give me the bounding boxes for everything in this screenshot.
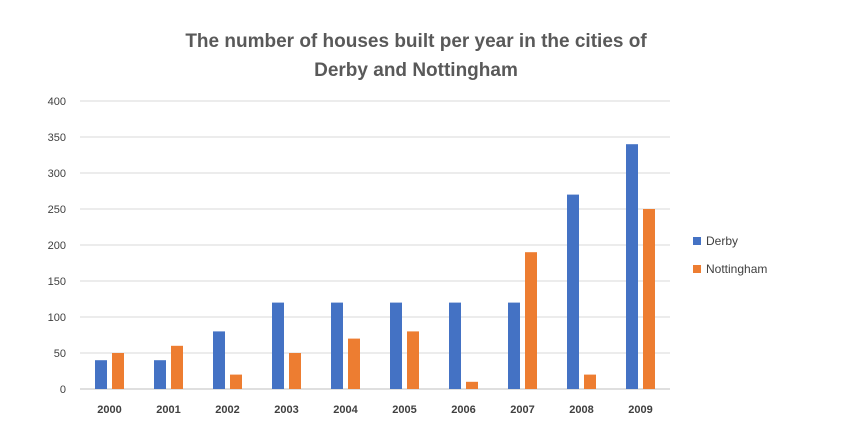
legend-label-nottingham: Nottingham <box>706 262 767 276</box>
bar-nottingham-2004 <box>348 338 360 389</box>
bar-nottingham-2006 <box>466 381 478 389</box>
bar-derby-2007 <box>508 302 520 389</box>
bar-derby-2005 <box>390 302 402 389</box>
bar-nottingham-2002 <box>230 374 242 389</box>
y-tick-label: 100 <box>48 312 66 324</box>
x-tick-label: 2008 <box>569 404 593 416</box>
x-axis-ticks: 2000 2001 2002 2003 2004 2005 2006 2007 2008 2009 <box>97 404 652 416</box>
legend-swatch-nottingham <box>693 265 701 273</box>
x-tick-label: 2001 <box>156 404 180 416</box>
bar-derby-2002 <box>213 331 225 389</box>
y-tick-label: 150 <box>48 276 66 288</box>
x-tick-label: 2007 <box>510 404 534 416</box>
bars <box>95 144 655 389</box>
x-tick-label: 2003 <box>274 404 298 416</box>
bar-derby-2004 <box>331 302 343 389</box>
y-tick-label: 400 <box>48 96 66 108</box>
x-tick-label: 2005 <box>392 404 416 416</box>
bar-derby-2006 <box>449 302 461 389</box>
y-tick-label: 350 <box>48 132 66 144</box>
y-tick-label: 200 <box>48 240 66 252</box>
bar-derby-2009 <box>626 144 638 389</box>
chart-title-line-1: The number of houses built per year in t… <box>185 31 647 52</box>
legend-label-derby: Derby <box>706 234 738 248</box>
bar-nottingham-2000 <box>112 353 124 389</box>
x-tick-label: 2006 <box>451 404 475 416</box>
y-tick-label: 300 <box>48 168 66 180</box>
y-tick-label: 250 <box>48 204 66 216</box>
x-tick-label: 2000 <box>97 404 121 416</box>
chart-title-line-2: Derby and Nottingham <box>314 60 518 81</box>
y-tick-label: 0 <box>60 384 66 396</box>
bar-derby-2003 <box>272 302 284 389</box>
bar-derby-2000 <box>95 360 107 389</box>
legend-swatch-derby <box>693 237 701 245</box>
bar-derby-2008 <box>567 194 579 389</box>
bar-nottingham-2009 <box>643 209 655 389</box>
bar-nottingham-2005 <box>407 331 419 389</box>
legend: Derby Nottingham <box>693 234 767 276</box>
x-tick-label: 2004 <box>333 404 358 416</box>
y-axis-ticks: 0 50 100 150 200 250 300 350 400 <box>48 96 66 396</box>
bar-nottingham-2008 <box>584 374 596 389</box>
bar-nottingham-2003 <box>289 353 301 389</box>
gridlines <box>80 100 670 390</box>
bar-nottingham-2001 <box>171 345 183 389</box>
bar-nottingham-2007 <box>525 252 537 389</box>
bar-derby-2001 <box>154 360 166 389</box>
x-tick-label: 2009 <box>628 404 652 416</box>
x-tick-label: 2002 <box>215 404 239 416</box>
y-tick-label: 50 <box>54 348 66 360</box>
